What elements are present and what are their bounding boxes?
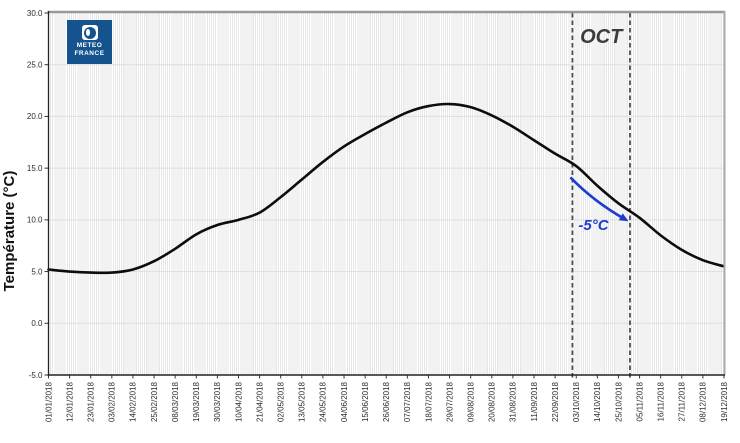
x-tick-label: 16/11/2018 bbox=[656, 381, 665, 421]
x-tick-label: 25/02/2018 bbox=[150, 381, 159, 422]
x-tick-label: 20/08/2018 bbox=[488, 381, 497, 422]
x-tick-label: 15/06/2018 bbox=[361, 381, 370, 422]
x-tick-label: 27/11/2018 bbox=[678, 381, 687, 421]
x-tick-label: 12/01/2018 bbox=[65, 381, 74, 422]
meteo-france-logo: METEO FRANCE bbox=[67, 20, 112, 64]
x-tick-label: 08/03/2018 bbox=[171, 381, 180, 422]
x-tick-label: 19/12/2018 bbox=[720, 381, 729, 422]
x-tick-label: 09/08/2018 bbox=[466, 381, 475, 422]
x-tick-label: 04/06/2018 bbox=[340, 381, 349, 422]
x-tick-label: 30/03/2018 bbox=[213, 381, 222, 422]
arrow-shaft bbox=[569, 176, 625, 220]
meteo-france-icon bbox=[81, 25, 98, 40]
y-tick-label: -5.0 bbox=[29, 371, 43, 380]
y-axis-title: Température (°C) bbox=[1, 171, 18, 292]
x-tick-label: 02/05/2018 bbox=[277, 381, 286, 422]
x-tick-label: 01/01/2018 bbox=[44, 381, 53, 422]
x-tick-label: 14/10/2018 bbox=[593, 381, 602, 422]
x-tick-label: 13/05/2018 bbox=[298, 381, 307, 422]
x-tick-label: 11/09/2018 bbox=[530, 381, 539, 421]
y-tick-label: 5.0 bbox=[31, 267, 43, 276]
x-tick-label: 07/07/2018 bbox=[403, 381, 412, 422]
x-tick-label: 22/09/2018 bbox=[551, 381, 560, 422]
x-tick-label: 25/10/2018 bbox=[614, 381, 623, 422]
logo-text-france: FRANCE bbox=[74, 49, 105, 57]
temperature-curve bbox=[47, 102, 726, 275]
plot-area-background bbox=[48, 13, 724, 375]
x-tick-label: 03/02/2018 bbox=[108, 381, 117, 422]
arrowhead bbox=[618, 213, 629, 222]
y-tick-label: 10.0 bbox=[27, 216, 43, 225]
x-tick-label: 14/02/2018 bbox=[129, 381, 138, 422]
y-tick-label: 25.0 bbox=[27, 61, 43, 70]
logo-text-meteo: METEO bbox=[76, 42, 103, 49]
x-tick-label: 08/12/2018 bbox=[699, 381, 708, 422]
october-label: OCT bbox=[580, 26, 624, 48]
x-tick-label: 26/06/2018 bbox=[382, 381, 391, 422]
x-tick-label: 29/07/2018 bbox=[445, 381, 454, 422]
y-tick-label: 20.0 bbox=[27, 112, 43, 121]
logo-crescent-shape bbox=[85, 29, 90, 36]
y-tick-label: 15.0 bbox=[27, 164, 43, 173]
temperature-drop-label: -5°C bbox=[578, 217, 609, 234]
y-tick-label: 0.0 bbox=[31, 319, 43, 328]
x-tick-label: 03/10/2018 bbox=[572, 381, 581, 422]
x-tick-label: 05/11/2018 bbox=[635, 381, 644, 421]
x-tick-label: 10/04/2018 bbox=[234, 381, 243, 422]
y-tick-label: 30.0 bbox=[27, 9, 43, 18]
x-tick-label: 21/04/2018 bbox=[255, 381, 264, 422]
x-tick-label: 18/07/2018 bbox=[424, 381, 433, 422]
x-tick-label: 19/03/2018 bbox=[192, 381, 201, 422]
x-tick-label: 23/01/2018 bbox=[87, 381, 96, 422]
x-tick-label: 31/08/2018 bbox=[509, 381, 518, 422]
x-tick-label: 24/05/2018 bbox=[319, 381, 328, 422]
